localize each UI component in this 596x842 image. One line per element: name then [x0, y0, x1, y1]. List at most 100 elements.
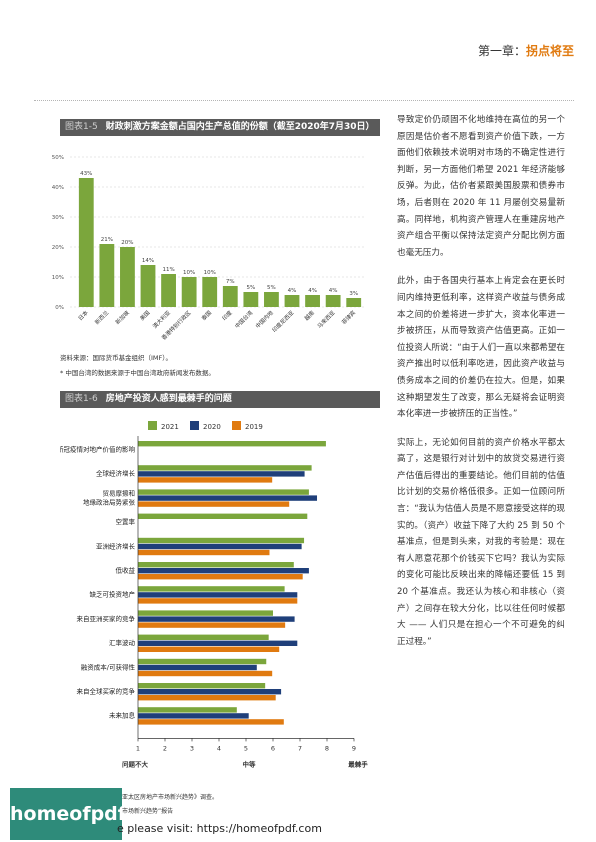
bar [202, 277, 218, 307]
category-label: 低收益 [116, 566, 136, 575]
y-tick-label: 40% [52, 185, 64, 191]
category-label: 空置率 [116, 517, 136, 526]
dotted-divider [34, 100, 574, 101]
x-tick-label: 4 [217, 744, 221, 752]
bar [138, 489, 309, 495]
figure5-header: 图表1-5 财政刺激方案金额占国内生产总值的份额（截至2020年7月30日） [60, 119, 380, 136]
bar [305, 295, 320, 307]
body-text: 导致定价仍顽固不化地维持在高位的另一个原因是估价者不愿看到资产价值下跌，一方面他… [397, 112, 565, 662]
bar [138, 477, 273, 483]
category-label: 地缘政治局势紧张 [83, 497, 136, 506]
footer-link[interactable]: e please visit: https://homeofpdf.com [117, 822, 322, 835]
bar [161, 274, 176, 307]
category-label: 新冠疫情对地产价值的影响 [60, 445, 136, 454]
bar [264, 292, 279, 307]
legend-label: 2020 [203, 423, 221, 431]
bar-value-label: 7% [226, 279, 235, 285]
bar [138, 549, 270, 556]
investor-concerns-chart: 2021 2020 2019 新冠疫情对地产价值的影响全球经济增长贸易摩擦和地缘政治局… [60, 421, 368, 768]
bar [138, 683, 266, 689]
x-tick-label: 9 [352, 744, 356, 752]
x-category-label: 越南 [303, 308, 317, 322]
x-tick-label: 7 [298, 744, 302, 752]
body-paragraph: 导致定价仍顽固不化地维持在高位的另一个原因是估价者不愿看到资产价值下跌，一方面他… [397, 115, 565, 258]
scale-label-mid: 中等 [243, 759, 257, 768]
figure5-footnote: * 中国台湾的数据来源于中国台湾政府新闻发布数据。 [60, 369, 215, 377]
bar [138, 562, 294, 568]
bar [140, 265, 156, 307]
bar [138, 543, 302, 550]
scale-label-high: 最棘手 [348, 759, 368, 768]
bar [138, 574, 303, 580]
legend-label: 2019 [245, 423, 263, 431]
body-paragraph: 此外，由于各国央行基本上肯定会在更长时间内维持更低利率，这样资产收益与债务成本之… [397, 276, 565, 420]
x-category-label: 美国 [138, 308, 152, 322]
bar [138, 441, 326, 447]
legend-swatch [148, 421, 157, 430]
bar [138, 586, 285, 592]
bar-value-label: 14% [142, 258, 154, 264]
y-tick-label: 30% [52, 215, 64, 221]
bar [138, 713, 249, 719]
category-label: 缺乏可投资地产 [90, 590, 136, 599]
legend-swatch [190, 421, 199, 430]
x-tick-label: 5 [244, 744, 248, 752]
bar-value-label: 3% [349, 291, 358, 297]
x-category-label: 澳大利亚 [151, 308, 173, 330]
bar [138, 719, 284, 725]
category-label: 来自全球买家的竞争 [77, 687, 136, 696]
bar [138, 616, 295, 622]
x-category-label: 中国台湾 [233, 308, 255, 330]
site-logo[interactable]: homeofpdf.com [10, 788, 176, 840]
bar [138, 471, 305, 477]
body-paragraph: 实际上，无论如何目前的资产价格水平都太高了，这是银行对计划中的放贷交易进行资产估… [397, 437, 565, 647]
bar [325, 295, 341, 307]
bar [138, 598, 298, 604]
x-category-label: 印度尼西亚 [270, 308, 295, 333]
x-category-label: 新加坡 [114, 308, 132, 326]
bar [138, 622, 286, 628]
bar [138, 501, 290, 507]
figure5-source: 资料来源：国际货币基金组织（IMF）。 [60, 354, 173, 362]
bar-value-label: 4% [329, 288, 338, 294]
x-tick-label: 8 [325, 744, 329, 752]
bar [138, 670, 273, 677]
bar-value-label: 20% [121, 240, 133, 246]
bar-value-label: 11% [162, 267, 174, 273]
bar [99, 244, 115, 307]
x-tick-label: 1 [136, 744, 140, 752]
chapter-label: 第一章： [477, 44, 526, 58]
bar-value-label: 10% [183, 270, 195, 276]
bar [78, 178, 94, 307]
category-label: 亚洲经济增长 [96, 541, 136, 550]
chapter-header: 第一章：拐点将至 [478, 42, 574, 59]
bar [138, 707, 237, 713]
x-category-label: 泰国 [200, 308, 214, 322]
figure6-title: 房地产投资人感到最棘手的问题 [105, 394, 232, 404]
bar [243, 292, 259, 307]
bar [181, 277, 197, 307]
footer-line: 亚太区房地产市场新兴趋势》调查。 [122, 794, 219, 801]
x-category-label: 新西兰 [93, 308, 111, 326]
bar [284, 295, 300, 307]
chapter-title: 拐点将至 [525, 44, 574, 58]
bar-value-label: 21% [101, 237, 113, 243]
x-tick-label: 2 [163, 744, 167, 752]
scale-label-low: 问题不大 [122, 759, 149, 768]
y-tick-label: 0% [55, 305, 64, 311]
bar [138, 568, 309, 574]
bar [138, 640, 298, 646]
category-label: 融资成本/可获得性 [81, 662, 136, 671]
bar [138, 610, 273, 616]
bar [138, 537, 305, 544]
footer-line: 市场新兴趋势”报告 [122, 808, 174, 815]
bar [138, 664, 257, 671]
bar-value-label: 5% [246, 285, 255, 291]
bar [138, 592, 298, 598]
x-category-label: 中国内地 [254, 308, 276, 330]
legend-label: 2021 [161, 423, 179, 431]
figure5-number: 图表1-5 [65, 122, 98, 132]
legend-swatch [232, 421, 241, 430]
bar [138, 689, 282, 695]
bar [138, 646, 280, 652]
